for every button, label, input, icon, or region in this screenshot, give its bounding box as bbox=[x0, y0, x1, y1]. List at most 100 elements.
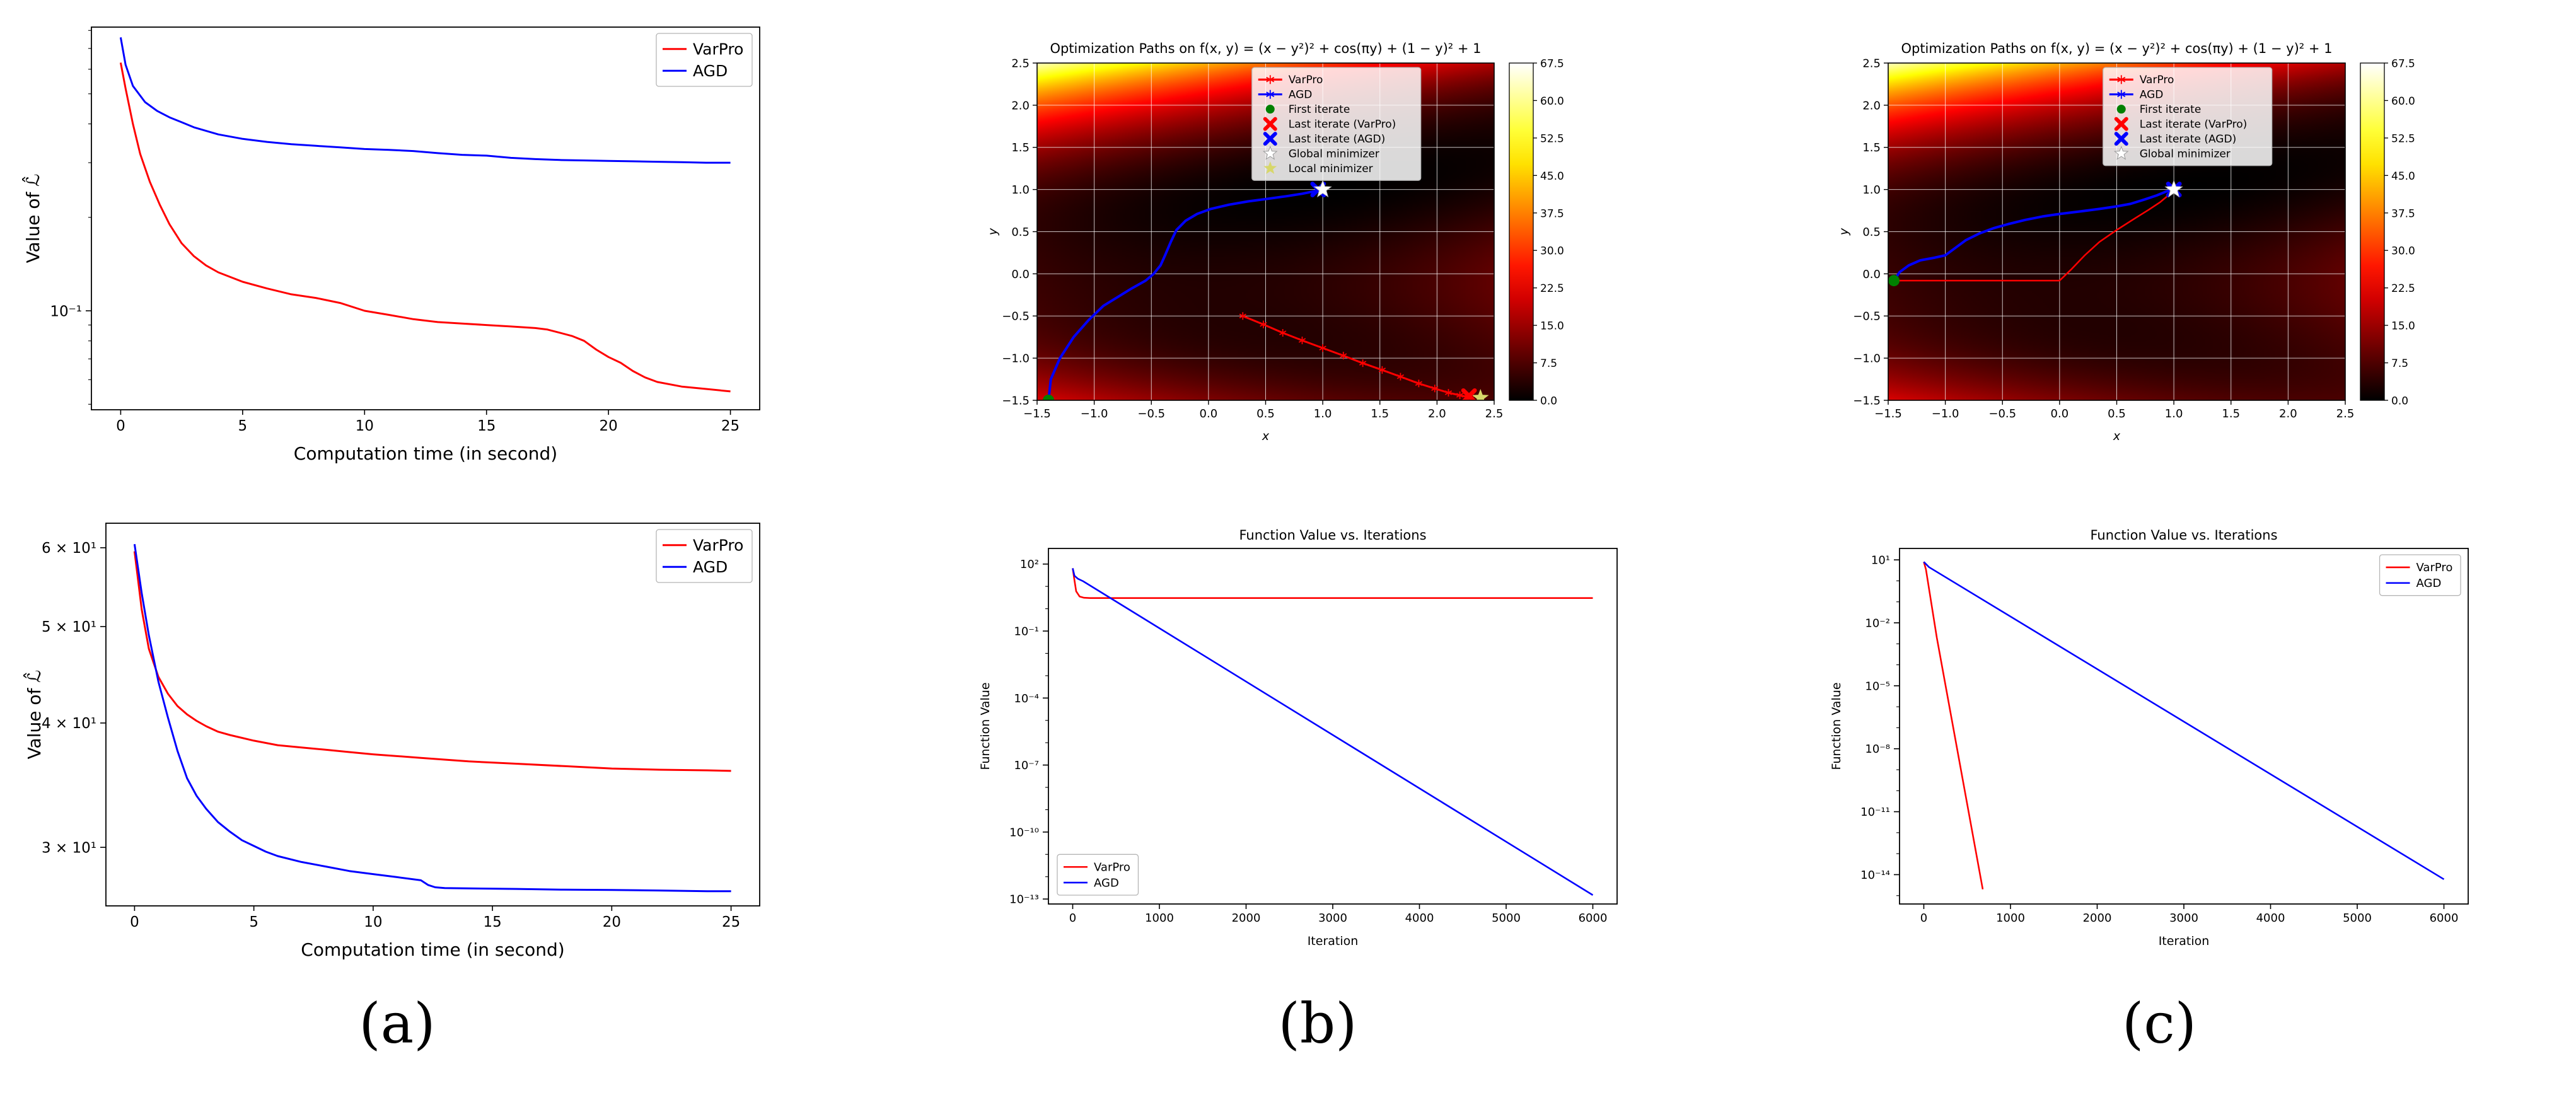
svg-text:0: 0 bbox=[1069, 912, 1076, 925]
svg-text:5000: 5000 bbox=[1492, 912, 1521, 925]
svg-text:Last iterate (AGD): Last iterate (AGD) bbox=[1289, 133, 1385, 146]
svg-text:4000: 4000 bbox=[2256, 912, 2285, 925]
svg-text:0.0: 0.0 bbox=[1200, 407, 1218, 420]
chart-function-value-iterations-c: 0 1000 2000 3000 4000 5000 6000 10¹ 10⁻² 10⁻⁵ 10⁻⁸… bbox=[1819, 518, 2487, 962]
svg-text:1.5: 1.5 bbox=[1371, 407, 1389, 420]
svg-text:−0.5: −0.5 bbox=[1002, 310, 1030, 323]
svg-text:y: y bbox=[1837, 228, 1851, 236]
svg-text:Function Value: Function Value bbox=[1830, 682, 1843, 770]
svg-text:10²: 10² bbox=[1020, 558, 1039, 571]
svg-text:37.5: 37.5 bbox=[2391, 207, 2415, 220]
chart-optimization-paths-b: −1.5 −1.0 −0.5 0.0 0.5 1.0 1.5 2.0 2.5 −1.5 −1.0 −0… bbox=[974, 30, 1655, 452]
chart-loss-vs-time-top: 0 5 10 15 20 25 10⁻¹ Computation time (in secon… bbox=[19, 16, 775, 472]
svg-text:First iterate: First iterate bbox=[2140, 103, 2202, 116]
svg-text:−1.0: −1.0 bbox=[1853, 352, 1881, 366]
svg-text:52.5: 52.5 bbox=[1540, 132, 1564, 145]
svg-text:0: 0 bbox=[130, 914, 139, 930]
svg-text:3000: 3000 bbox=[1318, 912, 1347, 925]
svg-text:30.0: 30.0 bbox=[2391, 245, 2415, 258]
svg-text:10: 10 bbox=[356, 418, 374, 434]
svg-text:15.0: 15.0 bbox=[2391, 320, 2415, 333]
svg-text:10⁻²: 10⁻² bbox=[1865, 617, 1890, 630]
svg-text:Value of ℒ̂: Value of ℒ̂ bbox=[22, 670, 45, 760]
svg-text:Function Value vs. Iterations: Function Value vs. Iterations bbox=[1239, 528, 1426, 543]
svg-text:VarPro: VarPro bbox=[1094, 861, 1130, 874]
svg-text:10⁻¹⁰: 10⁻¹⁰ bbox=[1009, 826, 1039, 839]
svg-text:x: x bbox=[1262, 429, 1270, 443]
svg-text:30.0: 30.0 bbox=[1540, 245, 1564, 258]
svg-text:5 × 10¹: 5 × 10¹ bbox=[42, 619, 96, 635]
svg-text:37.5: 37.5 bbox=[1540, 207, 1564, 220]
svg-text:0.0: 0.0 bbox=[2391, 395, 2408, 407]
svg-text:1000: 1000 bbox=[1145, 912, 1174, 925]
svg-text:Last iterate (VarPro): Last iterate (VarPro) bbox=[1289, 119, 1396, 131]
svg-text:7.5: 7.5 bbox=[1540, 357, 1557, 370]
svg-text:−1.5: −1.5 bbox=[1002, 394, 1030, 407]
svg-text:1.0: 1.0 bbox=[1011, 183, 1030, 197]
svg-text:1.5: 1.5 bbox=[1862, 141, 1881, 154]
svg-text:Global minimizer: Global minimizer bbox=[2140, 148, 2231, 160]
svg-text:x: x bbox=[2113, 429, 2121, 443]
svg-text:0.5: 0.5 bbox=[1011, 226, 1030, 239]
svg-text:0.0: 0.0 bbox=[1540, 395, 1557, 407]
svg-text:Computation time (in second): Computation time (in second) bbox=[294, 443, 557, 464]
chart-loss-vs-time-bottom: 0 5 10 15 20 25 6 × 10¹ 5 × 10¹ 4 × 10¹ 3 × 10¹ Co… bbox=[19, 512, 775, 968]
svg-text:3 × 10¹: 3 × 10¹ bbox=[42, 840, 96, 856]
svg-text:1.5: 1.5 bbox=[2222, 407, 2240, 420]
svg-text:First iterate: First iterate bbox=[1289, 103, 1350, 116]
svg-text:45.0: 45.0 bbox=[2391, 170, 2415, 183]
svg-text:0.0: 0.0 bbox=[2051, 407, 2069, 420]
svg-text:AGD: AGD bbox=[1094, 876, 1119, 889]
svg-text:1000: 1000 bbox=[1996, 912, 2025, 925]
panel-label-c: (c) bbox=[2122, 991, 2196, 1056]
svg-text:10⁻⁷: 10⁻⁷ bbox=[1014, 759, 1039, 772]
svg-text:10: 10 bbox=[364, 914, 382, 930]
svg-text:−0.5: −0.5 bbox=[1988, 407, 2016, 420]
chart-function-value-iterations-b: 0 1000 2000 3000 4000 5000 6000 10² 10⁻¹ 10⁻⁴ 10⁻⁷… bbox=[968, 518, 1636, 962]
svg-text:2000: 2000 bbox=[1232, 912, 1261, 925]
svg-text:67.5: 67.5 bbox=[2391, 57, 2415, 70]
svg-text:Global minimizer: Global minimizer bbox=[1289, 148, 1379, 160]
svg-text:15: 15 bbox=[477, 418, 496, 434]
chart-optimization-paths-c: −1.5 −1.0 −0.5 0.0 0.5 1.0 1.5 2.0 2.5 −1.5 −1.0 −0… bbox=[1825, 30, 2506, 452]
svg-text:−1.0: −1.0 bbox=[1002, 352, 1030, 366]
svg-text:Function Value: Function Value bbox=[978, 682, 992, 770]
svg-text:3000: 3000 bbox=[2169, 912, 2198, 925]
svg-text:−0.5: −0.5 bbox=[1137, 407, 1165, 420]
svg-text:2.5: 2.5 bbox=[1485, 407, 1504, 420]
svg-text:4 × 10¹: 4 × 10¹ bbox=[42, 716, 96, 732]
svg-text:67.5: 67.5 bbox=[1540, 57, 1564, 70]
svg-text:0.0: 0.0 bbox=[1011, 268, 1030, 281]
svg-text:Optimization Paths on f(x, y): Optimization Paths on f(x, y) = (x − y²)… bbox=[1050, 41, 1481, 56]
svg-text:0.5: 0.5 bbox=[1862, 226, 1881, 239]
svg-text:52.5: 52.5 bbox=[2391, 132, 2415, 145]
svg-text:Last iterate (AGD): Last iterate (AGD) bbox=[2140, 133, 2236, 146]
svg-text:5: 5 bbox=[249, 914, 258, 930]
svg-text:10⁻¹: 10⁻¹ bbox=[50, 303, 82, 320]
svg-text:20: 20 bbox=[603, 914, 621, 930]
svg-text:1.0: 1.0 bbox=[2165, 407, 2183, 420]
svg-text:45.0: 45.0 bbox=[1540, 170, 1564, 183]
svg-text:AGD: AGD bbox=[2140, 89, 2164, 101]
svg-text:2.5: 2.5 bbox=[2336, 407, 2355, 420]
svg-text:60.0: 60.0 bbox=[2391, 95, 2415, 108]
svg-text:AGD: AGD bbox=[2416, 577, 2442, 590]
svg-text:5000: 5000 bbox=[2343, 912, 2372, 925]
svg-text:AGD: AGD bbox=[693, 62, 728, 80]
svg-text:2.0: 2.0 bbox=[1862, 99, 1881, 112]
svg-text:VarPro: VarPro bbox=[693, 40, 743, 59]
svg-text:Function Value vs. Iterations: Function Value vs. Iterations bbox=[2090, 528, 2277, 543]
svg-text:60.0: 60.0 bbox=[1540, 95, 1564, 108]
svg-text:10¹: 10¹ bbox=[1871, 554, 1890, 567]
svg-text:0: 0 bbox=[116, 418, 125, 434]
svg-text:6000: 6000 bbox=[1579, 912, 1608, 925]
svg-text:1.0: 1.0 bbox=[1862, 183, 1881, 197]
svg-text:10⁻¹³: 10⁻¹³ bbox=[1009, 893, 1039, 907]
svg-text:10⁻¹¹: 10⁻¹¹ bbox=[1860, 806, 1890, 819]
svg-text:22.5: 22.5 bbox=[1540, 282, 1564, 295]
svg-text:1.0: 1.0 bbox=[1314, 407, 1332, 420]
svg-text:15: 15 bbox=[483, 914, 501, 930]
svg-text:2.5: 2.5 bbox=[1011, 57, 1030, 70]
svg-text:2.0: 2.0 bbox=[1011, 99, 1030, 112]
